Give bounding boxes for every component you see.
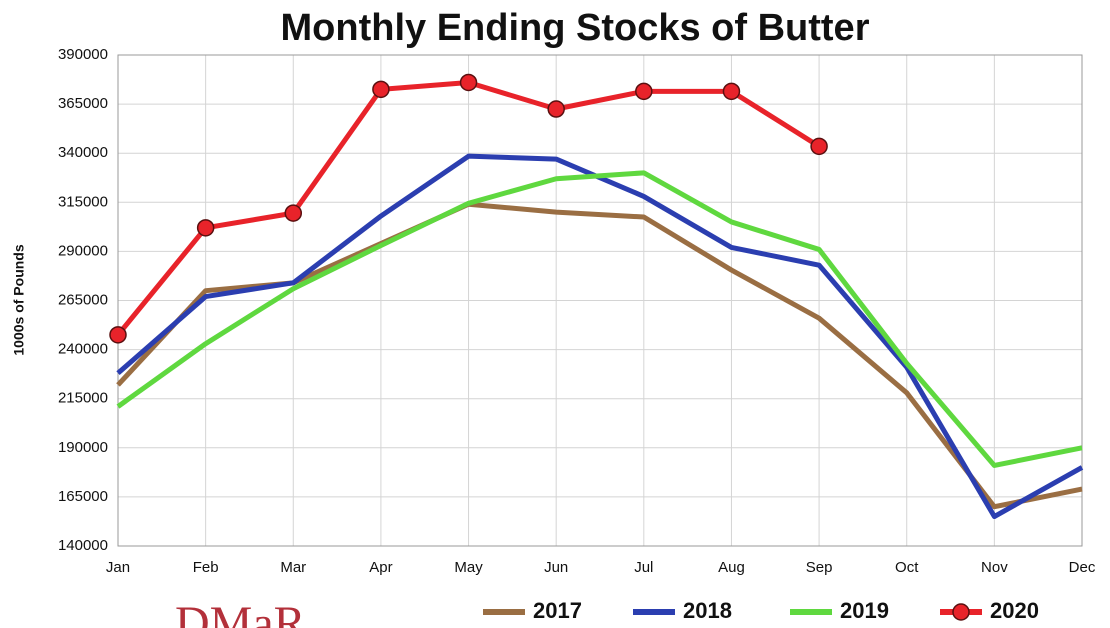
- chart-title: Monthly Ending Stocks of Butter: [281, 7, 870, 49]
- series-line: [116, 153, 1084, 520]
- y-tick-label: 140000: [58, 537, 108, 554]
- point-marker: [810, 137, 828, 156]
- legend-marker: [952, 603, 970, 621]
- y-tick-label: 340000: [58, 144, 108, 161]
- y-tick-label: 165000: [58, 488, 108, 505]
- y-tick-label: 290000: [58, 242, 108, 259]
- plot-frame: [117, 54, 1083, 547]
- y-tick-label: 215000: [58, 390, 108, 407]
- series-line: [116, 170, 1083, 468]
- x-tick-label: Sep: [806, 559, 833, 576]
- x-tick-label: Nov: [981, 559, 1008, 576]
- x-tick-label: Feb: [193, 559, 219, 576]
- legend-label: 2020: [990, 598, 1039, 623]
- x-tick-label: Jun: [544, 559, 568, 576]
- y-axis-label: 1000s of Pounds: [11, 244, 27, 355]
- y-tick-label: 390000: [58, 46, 108, 63]
- legend-label: 2019: [840, 598, 889, 623]
- x-tick-label: Dec: [1069, 559, 1096, 576]
- y-tick-label: 315000: [58, 193, 108, 210]
- point-marker: [459, 73, 478, 92]
- logo: DMaR: [175, 597, 306, 628]
- point-marker: [372, 80, 390, 99]
- x-tick-label: Jan: [106, 559, 130, 576]
- y-tick-label: 190000: [58, 439, 108, 456]
- legend-label: 2018: [683, 598, 732, 623]
- x-tick-label: Jul: [634, 559, 653, 576]
- y-tick-label: 365000: [58, 95, 108, 112]
- y-tick-label: 240000: [58, 341, 108, 358]
- point-marker: [284, 204, 303, 222]
- y-tick-label: 265000: [58, 291, 108, 308]
- series-line: [116, 201, 1083, 510]
- x-tick-label: Aug: [718, 559, 745, 576]
- point-marker: [547, 100, 565, 118]
- point-marker: [722, 82, 741, 101]
- point-marker: [109, 326, 127, 344]
- x-tick-label: Apr: [369, 559, 392, 576]
- point-marker: [635, 82, 653, 101]
- legend-label: 2017: [533, 598, 582, 623]
- point-marker: [196, 219, 215, 237]
- x-tick-label: Oct: [895, 559, 919, 576]
- x-tick-label: Mar: [280, 559, 306, 576]
- x-tick-label: May: [454, 559, 483, 576]
